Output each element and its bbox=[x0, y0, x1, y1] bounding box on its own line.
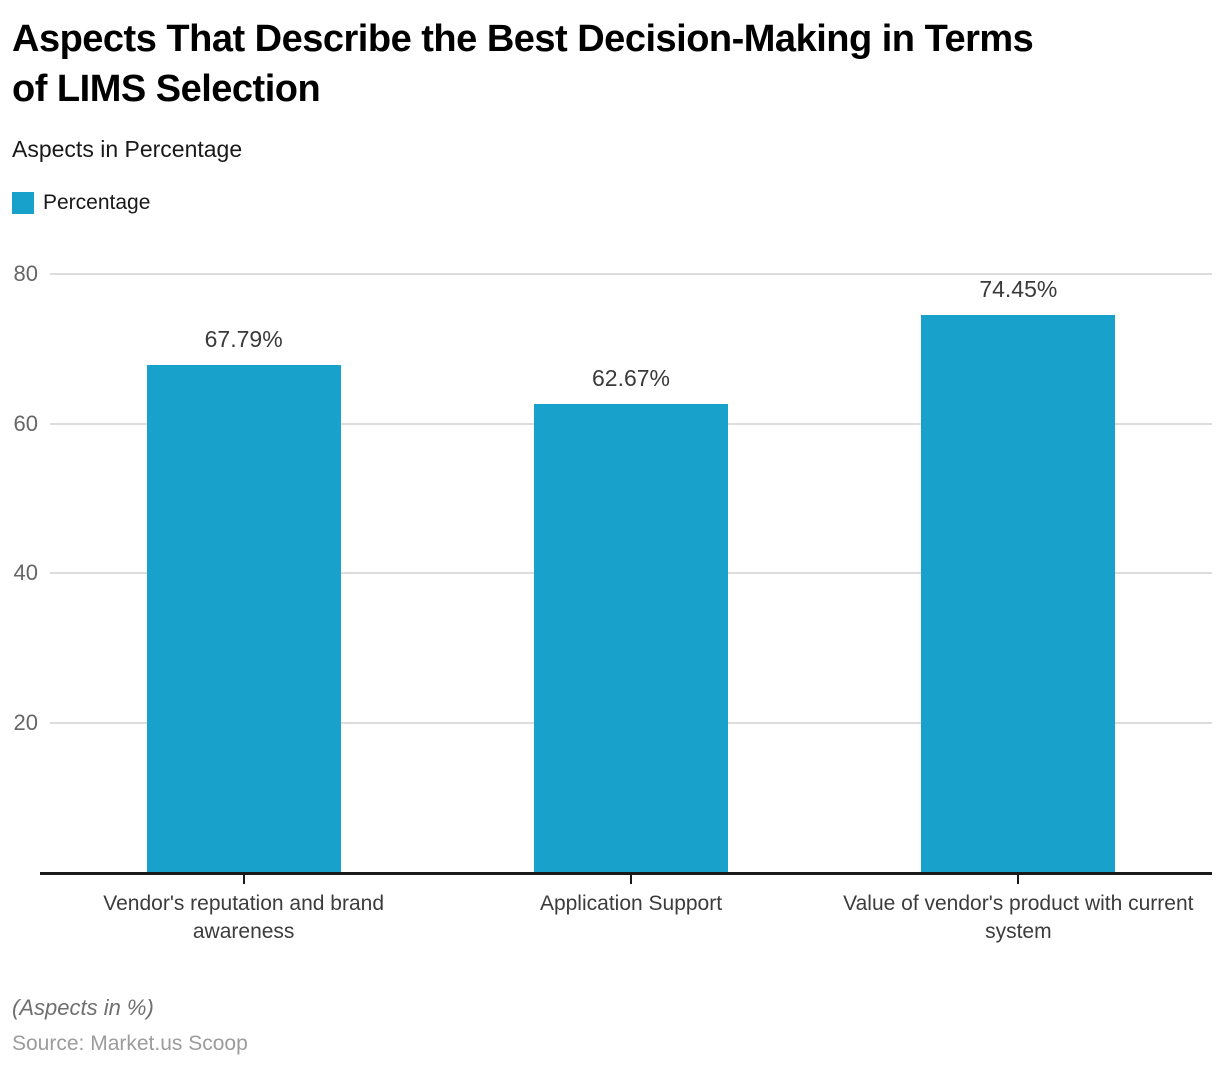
y-tick-label-40: 40 bbox=[13, 560, 38, 585]
x-axis-line bbox=[40, 872, 1212, 875]
legend: Percentage bbox=[12, 191, 1206, 215]
bar-value-label-3: 74.45% bbox=[979, 276, 1058, 303]
plot-area: 20 40 60 80 67.79% 62.67% 74.45% Vendor's reput… bbox=[0, 235, 1220, 967]
bar-value-label-1: 67.79% bbox=[204, 326, 283, 353]
chart-title: Aspects That Describe the Best Decision-… bbox=[12, 18, 1034, 110]
x-tick-mark-1 bbox=[242, 875, 245, 884]
bar-1 bbox=[146, 365, 341, 872]
y-tick-label-80: 80 bbox=[13, 261, 38, 286]
y-tick-label-20: 20 bbox=[13, 709, 38, 735]
bar-value-label-2: 62.67% bbox=[591, 364, 670, 391]
x-tick-mark-3 bbox=[1017, 875, 1020, 884]
x-category-label-2: Application Support bbox=[539, 892, 723, 915]
chart-header: Aspects That Describe the Best Decision-… bbox=[0, 0, 1220, 215]
legend-swatch-icon bbox=[12, 192, 34, 214]
y-tick-label-60: 60 bbox=[13, 410, 38, 436]
x-tick-mark-2 bbox=[630, 875, 632, 884]
legend-label: Percentage bbox=[43, 191, 151, 214]
bar-2 bbox=[534, 403, 728, 872]
x-category-label-1: Vendor's reputation and brand awareness bbox=[103, 892, 385, 943]
gridline-80 bbox=[50, 273, 1212, 275]
chart-subtitle: Aspects in Percentage bbox=[12, 136, 243, 162]
chart-note: (Aspects in %) bbox=[12, 995, 154, 1020]
x-category-label-3: Value of vendor's product with current s… bbox=[843, 892, 1194, 943]
chart-source: Source: Market.us Scoop bbox=[12, 1032, 248, 1055]
bar-3 bbox=[921, 315, 1116, 872]
